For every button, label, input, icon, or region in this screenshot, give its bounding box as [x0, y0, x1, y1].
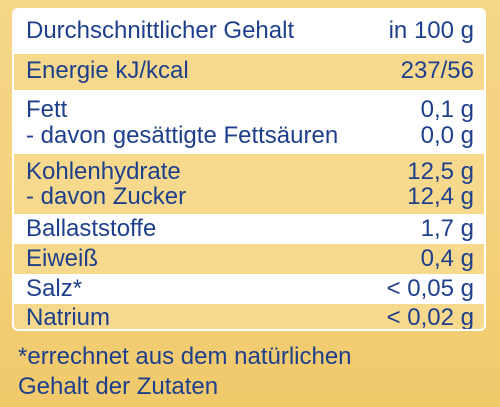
table-row-salz: Salz* < 0,05 g [14, 274, 484, 304]
row-value: < 0,05 g [386, 275, 474, 302]
row-value: 12,4 g [407, 183, 474, 210]
table-row-eiweiss: Eiweiß 0,4 g [14, 244, 484, 274]
row-value: 0,1 g [420, 96, 474, 123]
row-label: Natrium [26, 304, 111, 331]
row-value: 0,0 g [420, 122, 474, 149]
row-label: Kohlenhydrate [26, 158, 181, 185]
table-row-energie: Energie kJ/kcal 237/56 [14, 54, 484, 90]
footnote-line-2: Gehalt der Zutaten [18, 373, 219, 400]
table-header-row: Durchschnittlicher Gehalt in 100 g [14, 10, 484, 54]
row-value: 12,5 g [407, 158, 474, 185]
header-value: in 100 g [388, 17, 474, 44]
row-label: Energie kJ/kcal [26, 57, 189, 84]
table-row-ballaststoffe: Ballaststoffe 1,7 g [14, 214, 484, 244]
row-value: 1,7 g [420, 215, 474, 242]
row-label: Ballaststoffe [26, 215, 157, 242]
row-value: 237/56 [400, 57, 474, 84]
row-label: Eiweiß [26, 245, 99, 272]
row-value: < 0,02 g [386, 304, 474, 331]
nutrition-table: Durchschnittlicher Gehalt in 100 g Energ… [12, 8, 486, 331]
table-row-fett-group: Fett 0,1 g - davon gesättigte Fettsäuren… [14, 90, 484, 154]
header-label: Durchschnittlicher Gehalt [26, 17, 295, 44]
row-label: Salz* [26, 275, 83, 302]
table-row-natrium: Natrium < 0,02 g [14, 304, 484, 331]
table-row-kohlenhydrate-group: Kohlenhydrate 12,5 g - davon Zucker 12,4… [14, 154, 484, 214]
footnote-line-1: *errechnet aus dem natürlichen [18, 343, 352, 370]
row-label: Fett [26, 96, 68, 123]
row-value: 0,4 g [420, 245, 474, 272]
footnote: *errechnet aus dem natürlichen Gehalt de… [18, 342, 352, 402]
row-label: - davon gesättigte Fettsäuren [26, 122, 339, 149]
row-label: - davon Zucker [26, 183, 187, 210]
